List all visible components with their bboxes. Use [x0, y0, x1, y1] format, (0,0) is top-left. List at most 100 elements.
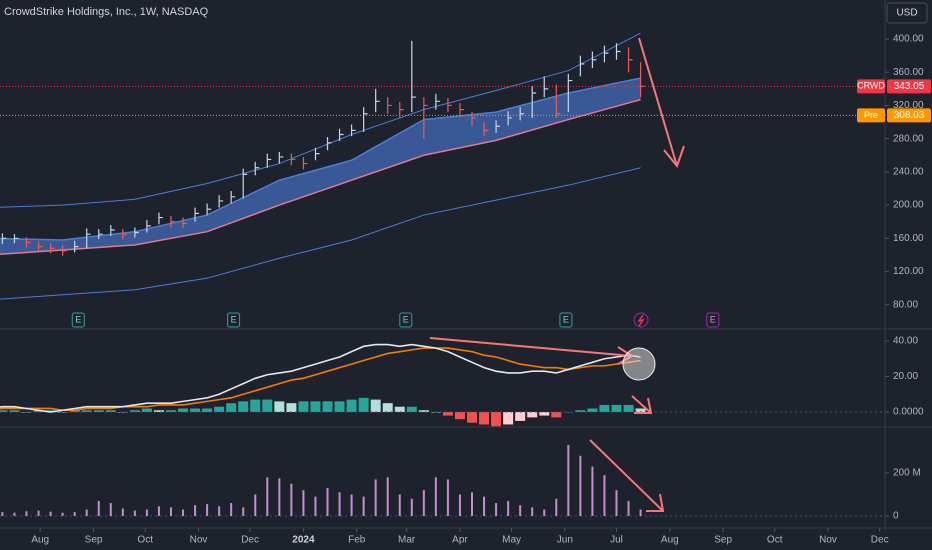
price-bar: [543, 76, 549, 98]
earnings-label: E: [563, 314, 569, 324]
x-tick-label: Aug: [661, 535, 679, 546]
volume-bar: [254, 494, 257, 516]
macd-line: [0, 343, 641, 413]
price-bar: [206, 203, 212, 216]
volume-bar: [398, 494, 401, 516]
dividend-icon[interactable]: [633, 312, 649, 328]
price-bar: [37, 241, 43, 252]
volume-bar: [278, 478, 281, 516]
price-bar: [49, 243, 55, 254]
arrow-head: [663, 145, 685, 169]
volume-bar: [543, 509, 546, 516]
histogram-bar: [298, 401, 309, 413]
x-tick-label: Apr: [452, 535, 468, 546]
histogram-bar: [467, 412, 477, 423]
histogram-bar: [57, 412, 68, 413]
histogram-bar: [635, 408, 646, 413]
y-tick-label: 400.00: [893, 34, 924, 45]
arrow: [638, 37, 678, 167]
price-bar: [194, 207, 200, 222]
x-tick-label: Mar: [398, 535, 416, 546]
histogram-bar: [539, 412, 550, 416]
y-tick-label: 320.00: [893, 100, 924, 111]
volume-bar: [350, 494, 353, 516]
histogram-bar: [491, 412, 502, 427]
price-bar: [13, 234, 19, 244]
histogram-bar: [310, 401, 321, 413]
y-tick-label: 160.00: [893, 233, 924, 244]
volume-bar: [1, 512, 4, 516]
histogram-bar: [69, 410, 80, 413]
chart-title: CrowdStrike Holdings, Inc., 1W, NASDAQ: [4, 6, 209, 18]
axes: 80.00 120.00 160.00 200.00 240.00 280.00 320.0…: [31, 34, 932, 546]
histogram-bar: [153, 410, 164, 413]
price-bar: [158, 212, 163, 225]
earnings-label: E: [231, 314, 237, 324]
price-bar: [134, 227, 139, 238]
histogram-bar: [454, 412, 465, 420]
volume-bar: [302, 490, 305, 516]
x-tick-label: Sep: [714, 535, 732, 546]
histogram-bar: [587, 408, 598, 413]
histogram-bar: [214, 406, 225, 413]
price-bar: [471, 112, 476, 127]
arrow-head: [646, 493, 665, 512]
volume-bar: [446, 479, 449, 516]
arrow-head: [634, 397, 653, 414]
price-bar: [399, 102, 404, 118]
event-icon[interactable]: [633, 312, 649, 328]
volume-bar: [615, 490, 618, 516]
volume-bar: [145, 509, 148, 516]
histogram-bar: [81, 410, 92, 413]
histogram-bar: [503, 412, 514, 425]
price-bar: [447, 97, 452, 113]
x-tick-label: Jul: [610, 535, 623, 546]
currency[interactable]: USD: [896, 8, 917, 19]
price-bar: [363, 107, 368, 133]
volume-bar: [326, 488, 329, 516]
histogram-bar: [190, 408, 201, 413]
price-tag-label: Pre: [864, 110, 878, 120]
price-bar: [1, 233, 7, 245]
price-bar: [375, 88, 380, 113]
volume-bar: [218, 506, 221, 516]
histogram-bar: [9, 410, 20, 413]
earnings-label: E: [710, 314, 716, 324]
volume-bar: [133, 510, 136, 516]
volume-bar: [519, 505, 522, 516]
x-tick-label: Oct: [137, 535, 153, 546]
x-tick-label: Nov: [819, 535, 837, 546]
volume-bar: [507, 500, 510, 516]
volume-bar: [374, 479, 377, 516]
volume-bar: [157, 506, 160, 516]
y-tick-label: 360.00: [893, 67, 924, 78]
histogram-bar: [394, 406, 405, 413]
histogram-bar: [334, 401, 345, 413]
currency-button[interactable]: [886, 2, 928, 24]
volume-bar: [37, 510, 40, 516]
price-bar: [591, 51, 597, 69]
histogram-bar: [551, 412, 562, 418]
price-bar: [555, 84, 561, 118]
x-tick-label: Oct: [767, 535, 783, 546]
volume-bar: [639, 509, 642, 516]
price-bar: [338, 128, 344, 142]
histogram-bar: [33, 410, 44, 413]
histogram-bar: [382, 403, 393, 413]
histogram-bar: [129, 410, 140, 413]
price-bar: [110, 225, 115, 236]
volume-bar: [121, 508, 124, 516]
volume-bar: [495, 503, 498, 516]
volume-bar: [13, 512, 16, 516]
volume-bar: [555, 498, 558, 516]
histogram-bar: [611, 404, 622, 413]
price-bar: [146, 220, 151, 233]
histogram-bar: [262, 399, 273, 413]
x-tick-label: Feb: [348, 535, 366, 546]
histogram-bar: [141, 408, 152, 413]
histogram-bar: [515, 412, 526, 421]
earnings-marker: [706, 312, 720, 328]
